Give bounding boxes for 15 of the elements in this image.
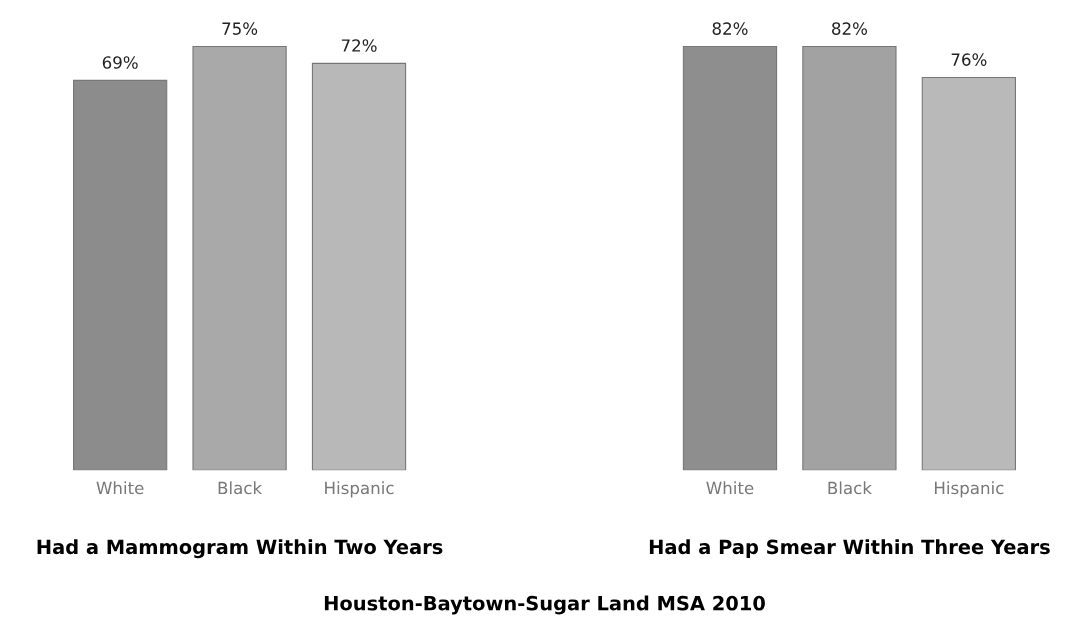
x-axis-title: Had a Pap Smear Within Three Years	[649, 539, 1050, 558]
data-label: 82%	[832, 22, 868, 35]
text: Houston-Baytown-Sugar Land MSA 2010	[324, 595, 765, 615]
x-tick-label: Black	[218, 481, 263, 495]
data-label: 76%	[951, 53, 987, 66]
data-label: 69%	[102, 56, 138, 69]
x-tick-label: Hispanic	[935, 481, 1004, 498]
x-tick-label: White	[706, 481, 754, 495]
x-tick-label: White	[96, 481, 144, 495]
x-axis-title: Had a Mammogram Within Two Years	[37, 539, 443, 559]
data-label: 72%	[341, 39, 377, 52]
x-tick-label: Hispanic	[325, 481, 394, 498]
data-label: 82%	[712, 22, 748, 35]
x-tick-label: Black	[828, 481, 872, 495]
data-label: 75%	[222, 22, 258, 35]
